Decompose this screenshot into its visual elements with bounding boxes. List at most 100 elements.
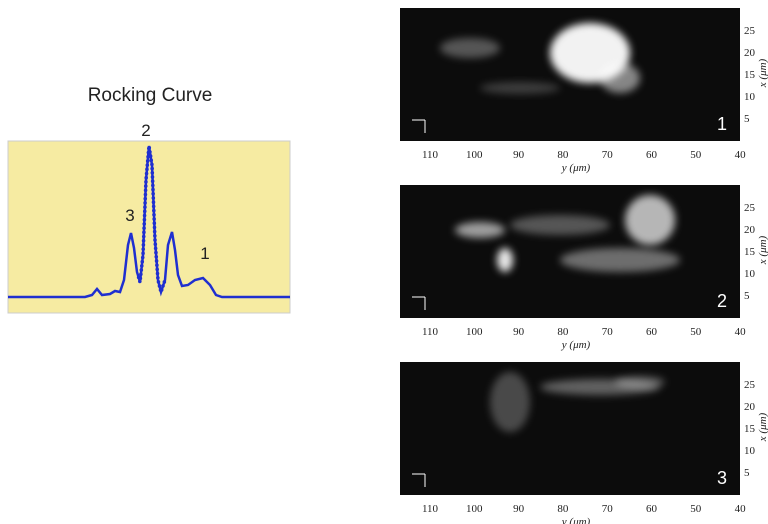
x-tick-label: 40 [735, 326, 747, 338]
curve-dot [145, 168, 149, 172]
x-axis-label: y (μm) [561, 339, 591, 351]
x-tick-label: 50 [690, 326, 702, 338]
bright-region [615, 376, 665, 388]
curve-dot [155, 259, 159, 263]
curve-dot [144, 184, 148, 188]
x-tick-label: 80 [557, 503, 569, 515]
x-tick-label: 90 [513, 503, 525, 515]
curve-dot [163, 280, 167, 284]
curve-dot [155, 268, 159, 272]
curve-dot [146, 163, 150, 167]
x-tick-label: 100 [466, 149, 483, 161]
curve-dot [153, 221, 157, 225]
y-tick-label: 25 [744, 379, 756, 391]
curve-dot [152, 213, 156, 217]
curve-dot [154, 251, 158, 255]
y-tick-label: 15 [744, 423, 756, 435]
curve-dot [143, 201, 147, 205]
bright-region [510, 215, 610, 235]
curve-dot [142, 231, 146, 235]
rocking-curve-title: Rocking Curve [88, 85, 213, 106]
curve-dot [144, 176, 148, 180]
x-tick-label: 110 [422, 503, 439, 515]
y-axis-label: x (μm) [757, 58, 768, 88]
curve-dot [142, 235, 146, 239]
curve-dot [138, 280, 142, 284]
curve-dot [151, 171, 155, 175]
peak-label: 1 [200, 244, 209, 263]
curve-dot [154, 242, 158, 246]
panel-label: 2 [717, 291, 727, 311]
panel-label: 1 [717, 114, 727, 134]
bright-region [600, 63, 640, 93]
y-tick-label: 10 [744, 268, 756, 280]
curve-dot [149, 154, 153, 158]
bright-region [625, 195, 675, 245]
x-tick-label: 90 [513, 326, 525, 338]
x-tick-label: 40 [735, 503, 747, 515]
curve-dot [153, 234, 157, 238]
x-tick-label: 70 [602, 503, 614, 515]
curve-dot [157, 280, 161, 284]
y-tick-label: 20 [744, 224, 756, 236]
curve-dot [141, 247, 145, 251]
curve-dot [158, 284, 162, 288]
curve-dot [148, 150, 152, 154]
y-tick-label: 5 [744, 290, 750, 302]
curve-dot [152, 205, 156, 209]
bright-region [455, 222, 505, 238]
curve-dot [156, 272, 160, 276]
curve-dot [153, 238, 157, 242]
curve-dot [154, 255, 158, 259]
x-tick-label: 80 [557, 326, 569, 338]
curve-dot [143, 210, 147, 214]
curve-dot [153, 230, 157, 234]
curve-dot [161, 284, 165, 288]
x-tick-label: 110 [422, 149, 439, 161]
x-axis-label: y (μm) [561, 516, 591, 524]
curve-dot [152, 200, 156, 204]
curve-dot [150, 167, 154, 171]
micrograph [400, 185, 740, 318]
curve-dot [146, 159, 150, 163]
curve-dot [142, 222, 146, 226]
bright-region [440, 38, 500, 58]
curve-dot [153, 226, 157, 230]
y-tick-label: 5 [744, 467, 750, 479]
peak-label: 2 [141, 121, 150, 140]
curve-dot [143, 205, 147, 209]
bright-region [480, 82, 560, 94]
curve-dot [143, 218, 147, 222]
x-axis-label: y (μm) [561, 162, 591, 174]
curve-dot [144, 193, 148, 197]
curve-dot [151, 179, 155, 183]
y-tick-label: 10 [744, 91, 756, 103]
curve-dot [140, 268, 144, 272]
curve-dot [144, 189, 148, 193]
curve-dot [147, 146, 151, 150]
panel-label: 3 [717, 468, 727, 488]
figure: Rocking Curve 2 3 1 1 110 100 90 80 70 60 50 40 y… [0, 0, 768, 524]
x-tick-label: 90 [513, 149, 525, 161]
curve-dot [141, 252, 145, 256]
y-tick-label: 25 [744, 202, 756, 214]
x-tick-label: 60 [646, 503, 658, 515]
y-axis-label: x (μm) [757, 412, 768, 442]
y-tick-label: 20 [744, 401, 756, 413]
curve-dot [140, 264, 144, 268]
y-tick-label: 20 [744, 47, 756, 59]
curve-dot [160, 288, 164, 292]
curve-dot [151, 192, 155, 196]
curve-dot [149, 158, 153, 162]
curve-dot [152, 217, 156, 221]
x-tick-label: 70 [602, 149, 614, 161]
curve-dot [154, 247, 158, 251]
curve-dot [139, 277, 143, 281]
curve-dot [142, 239, 146, 243]
y-tick-label: 25 [744, 25, 756, 37]
curve-dot [143, 197, 147, 201]
curve-dot [142, 243, 146, 247]
peak-label: 3 [125, 206, 134, 225]
y-tick-label: 15 [744, 69, 756, 81]
